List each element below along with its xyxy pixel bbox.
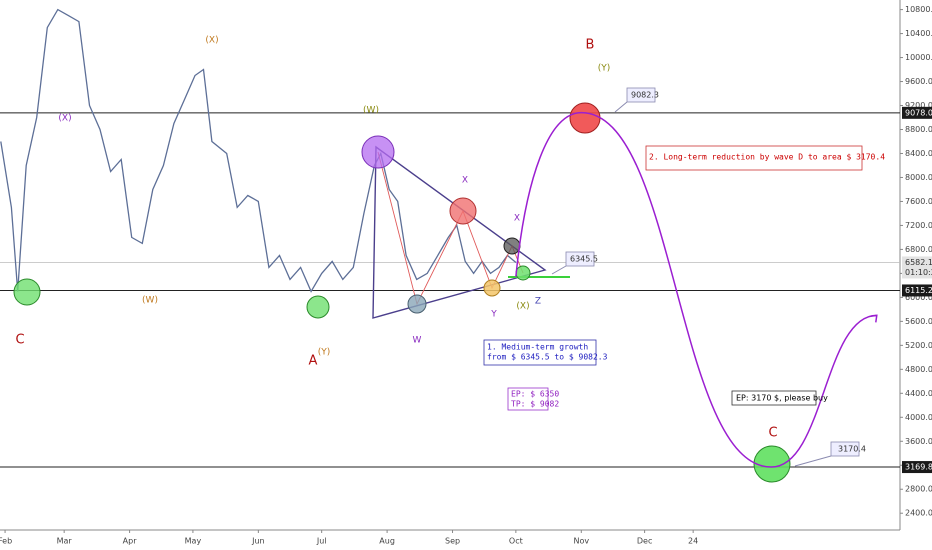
callout-pointer bbox=[551, 265, 567, 275]
callout-box bbox=[626, 87, 656, 103]
y-tick-label: 5600.0 bbox=[905, 317, 932, 326]
price-line bbox=[0, 8, 517, 293]
y-tick-label: 7600.0 bbox=[905, 197, 932, 206]
y-tick-label: 6800.0 bbox=[905, 245, 932, 254]
level-label: 6115.2 bbox=[905, 286, 932, 295]
y-tick-label: 4800.0 bbox=[905, 365, 932, 374]
y-tick-label: 8000.0 bbox=[905, 173, 932, 182]
level-label: 3169.8 bbox=[905, 463, 932, 472]
y-tick-label: 2400.0 bbox=[905, 509, 932, 518]
price-tag bbox=[902, 256, 932, 279]
y-tick-label: 4400.0 bbox=[905, 389, 932, 398]
last-price-label: 6582.1 bbox=[905, 258, 932, 267]
wave-label: Z bbox=[535, 297, 541, 307]
wave-label: (X) bbox=[205, 36, 218, 46]
y-tick-label: 4000.0 bbox=[905, 413, 932, 422]
wave-circle bbox=[449, 197, 477, 225]
wave-label: (X) bbox=[58, 114, 71, 124]
projection-line bbox=[515, 111, 877, 468]
y-tick-label: 9600.0 bbox=[905, 77, 932, 86]
wave-circle bbox=[407, 294, 427, 314]
y-tick-label: 8800.0 bbox=[905, 125, 932, 134]
wave-label: (W) bbox=[363, 106, 379, 116]
wave-label: X bbox=[462, 176, 468, 186]
x-tick-label: Dec bbox=[637, 537, 652, 546]
x-tick-label: 24 bbox=[688, 537, 698, 546]
callout-text: 3170.4 bbox=[838, 445, 866, 454]
y-tick-label: 10800.0 bbox=[905, 5, 932, 14]
callout-text: TP: $ 9082 bbox=[511, 400, 559, 409]
y-tick-label: 5200.0 bbox=[905, 341, 932, 350]
x-tick-label: Aug bbox=[379, 537, 395, 546]
callout-box bbox=[483, 339, 597, 366]
wave-label: W bbox=[413, 336, 422, 346]
level-label: 9078.0 bbox=[905, 108, 932, 117]
x-tick-label: Nov bbox=[573, 537, 589, 546]
arrow-head bbox=[869, 314, 878, 323]
x-tick-label: Jun bbox=[251, 537, 265, 546]
callout-pointer bbox=[614, 101, 628, 113]
wave-label: (X) bbox=[516, 302, 529, 312]
wave-label: Y bbox=[490, 310, 497, 320]
wave-circle bbox=[515, 265, 531, 281]
callout-text: from $ 6345.5 to $ 9082.3 bbox=[487, 353, 608, 362]
callout-text: EP: 3170 $, please buy bbox=[736, 394, 828, 403]
callout-box bbox=[645, 145, 863, 171]
y-tick-label: 10000.0 bbox=[905, 53, 932, 62]
callout-box bbox=[565, 251, 595, 267]
y-tick-label: 2800.0 bbox=[905, 485, 932, 494]
x-tick-label: Oct bbox=[509, 537, 523, 546]
level-tag bbox=[902, 106, 932, 119]
x-tick-label: Mar bbox=[57, 537, 73, 546]
callout-text: 9082.3 bbox=[631, 91, 659, 100]
zigzag bbox=[377, 151, 524, 306]
callout-text: EP: $ 6350 bbox=[511, 390, 559, 399]
callout-text: 6345.5 bbox=[570, 255, 598, 264]
wave-label: C bbox=[15, 333, 24, 348]
y-tick-label: 3600.0 bbox=[905, 437, 932, 446]
wave-label: (Y) bbox=[318, 348, 331, 358]
wave-circle bbox=[306, 295, 330, 319]
callout-text: 2. Long-term reduction by wave D to area… bbox=[649, 153, 885, 162]
callout-text: 1. Medium-term growth bbox=[487, 343, 588, 352]
wave-label: (Y) bbox=[598, 64, 611, 74]
wave-label: B bbox=[586, 38, 595, 53]
wave-circle bbox=[13, 278, 41, 306]
x-tick-label: Apr bbox=[123, 537, 138, 546]
wave-circle bbox=[503, 237, 521, 255]
x-tick-label: Feb bbox=[0, 537, 12, 546]
y-tick-label: 9200.0 bbox=[905, 101, 932, 110]
countdown: 01:10:26 bbox=[905, 268, 932, 277]
y-tick-label: 7200.0 bbox=[905, 221, 932, 230]
level-tag bbox=[902, 284, 932, 297]
x-tick-label: May bbox=[185, 537, 202, 546]
callout-box bbox=[731, 390, 817, 406]
wave-circle bbox=[569, 102, 601, 134]
wave-label: C bbox=[768, 426, 777, 441]
callout-box bbox=[830, 441, 860, 457]
callout-pointer bbox=[794, 455, 832, 467]
wave-circle bbox=[753, 445, 791, 483]
y-tick-label: 8400.0 bbox=[905, 149, 932, 158]
callout-box bbox=[507, 387, 549, 411]
pattern bbox=[13, 102, 791, 483]
wave-label: (W) bbox=[142, 296, 158, 306]
x-tick-label: Jul bbox=[316, 537, 327, 546]
wave-circle bbox=[361, 135, 395, 169]
wave-label: A bbox=[309, 354, 318, 369]
x-tick-label: Sep bbox=[445, 537, 460, 546]
y-tick-label: 10400.0 bbox=[905, 29, 932, 38]
wave-label: X bbox=[514, 214, 520, 224]
level-tag bbox=[902, 461, 932, 474]
y-tick-label: 6000.0 bbox=[905, 293, 932, 302]
wave-circle bbox=[483, 279, 501, 297]
